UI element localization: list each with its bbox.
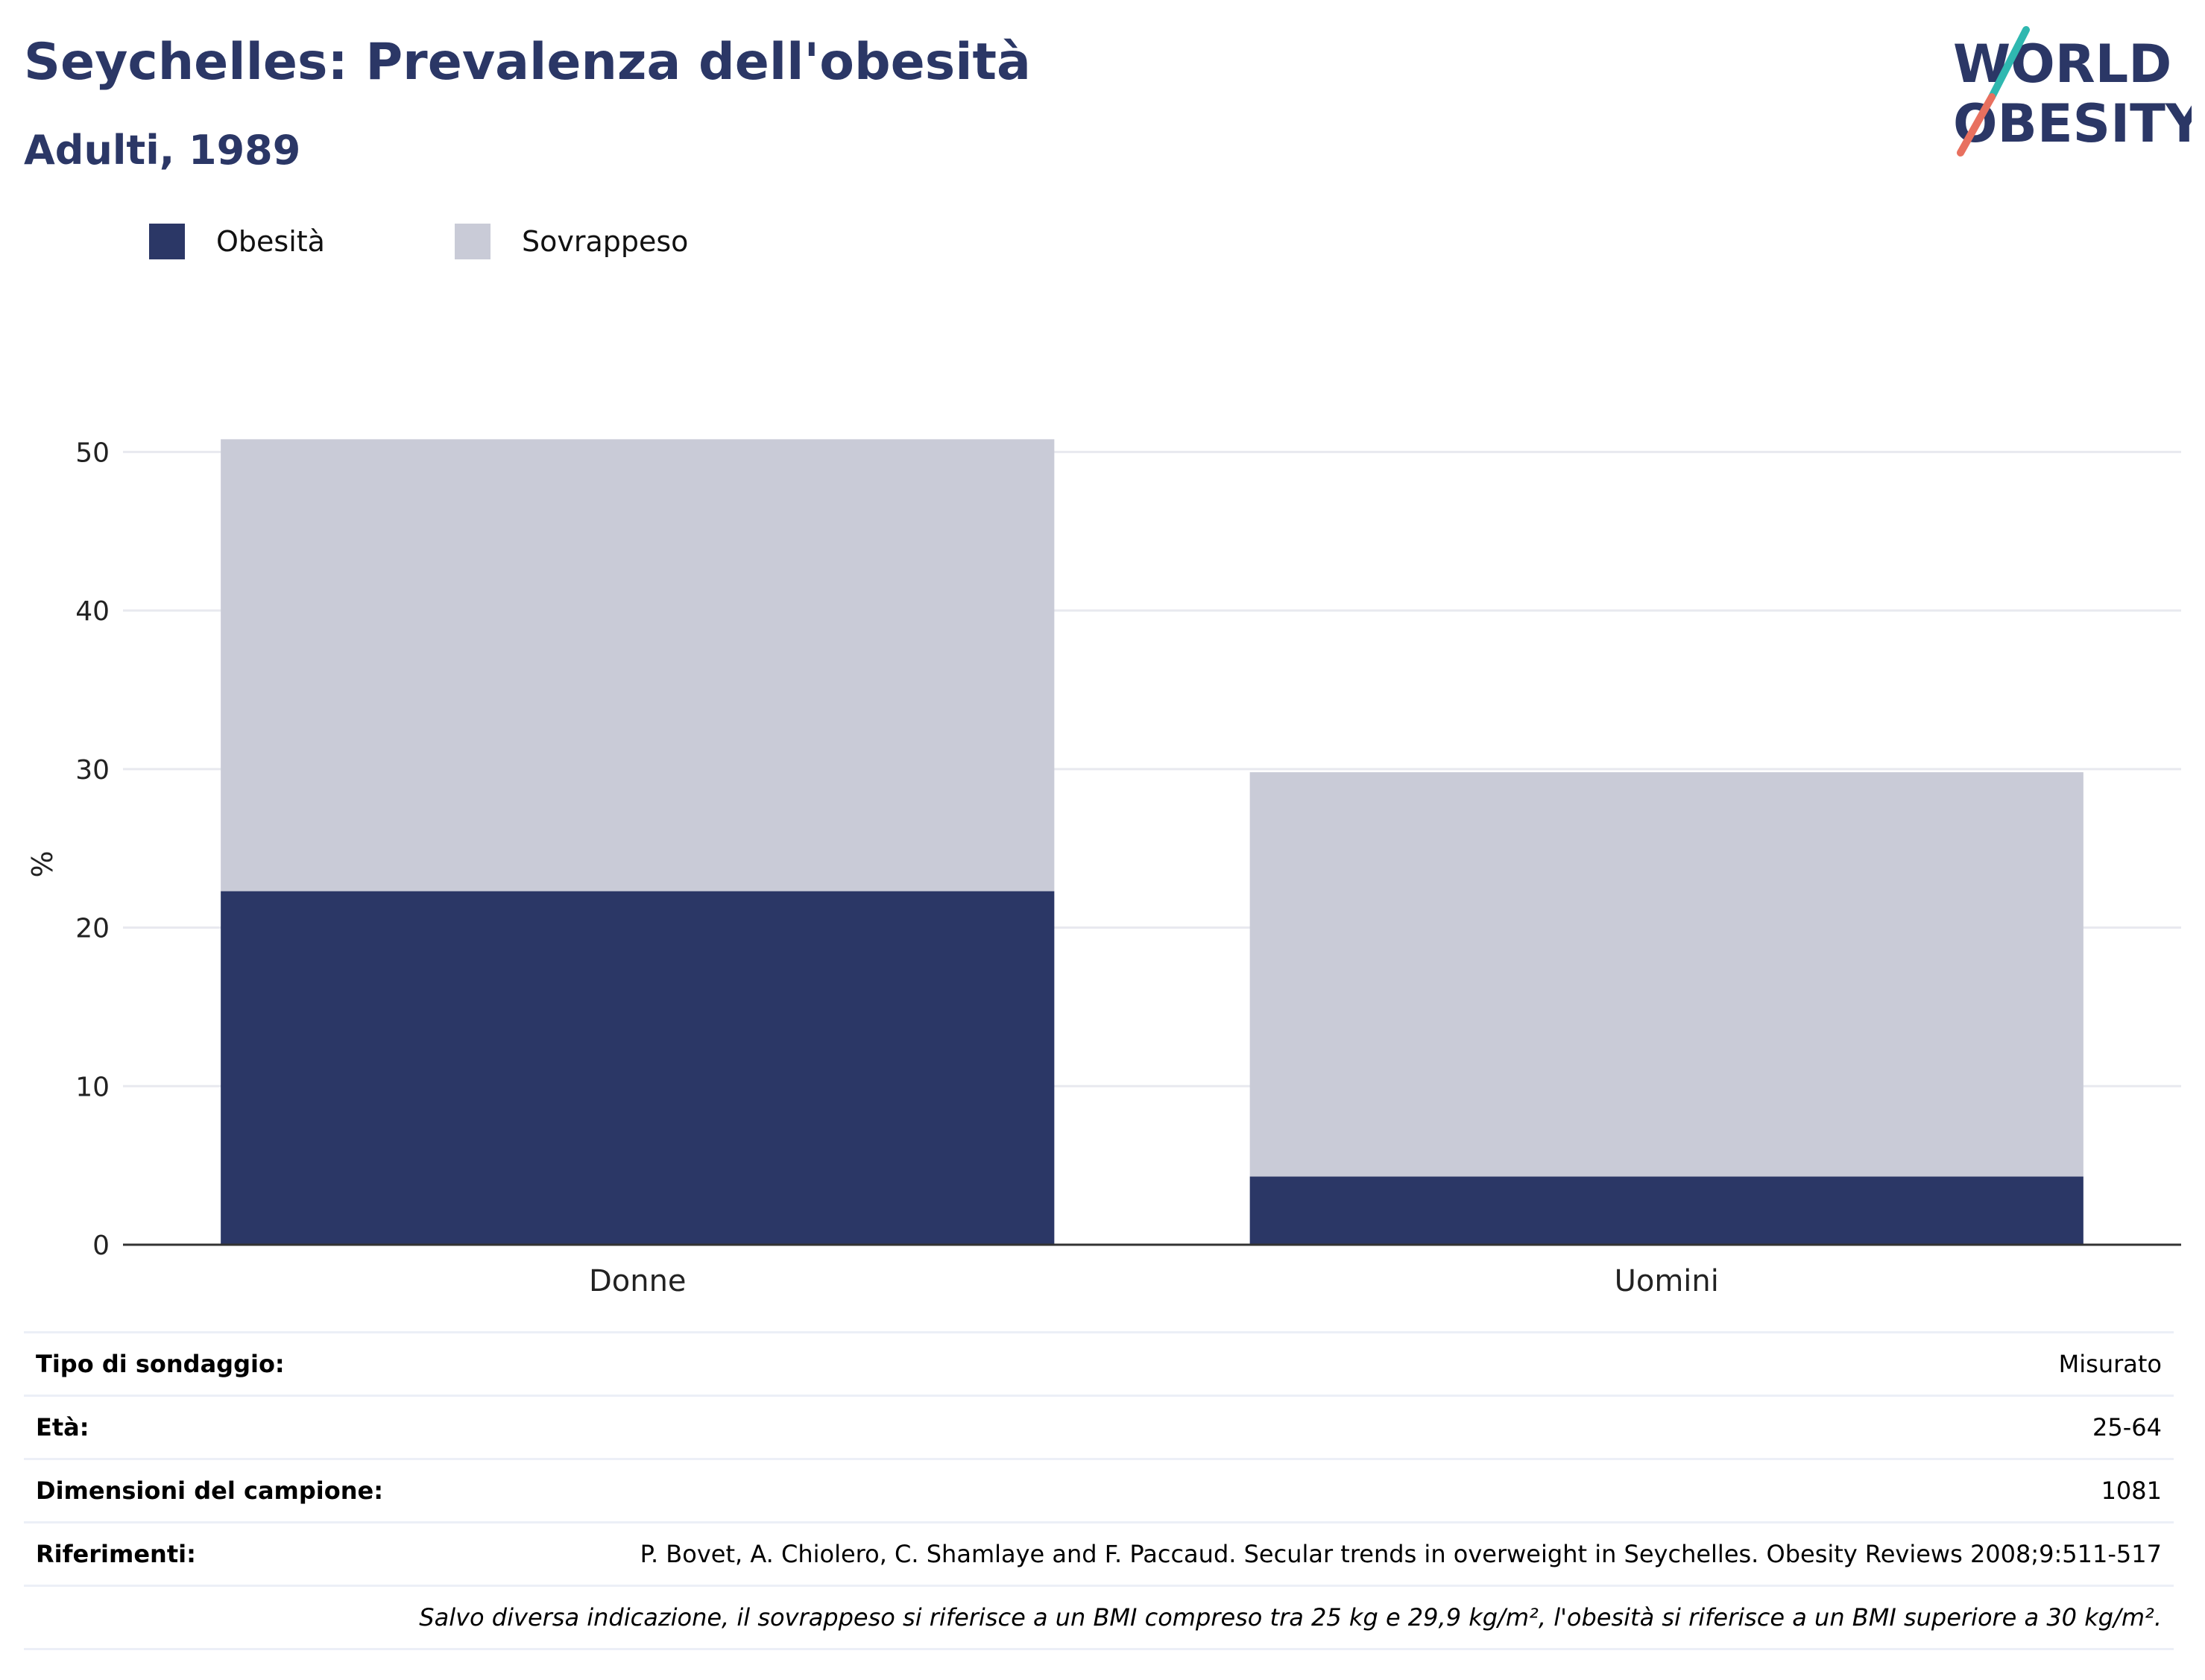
info-label: Età: [36, 1413, 89, 1441]
info-value: Misurato [2058, 1350, 2162, 1378]
world-obesity-logo: WORLD OBESITY [1953, 26, 2192, 157]
info-row-references: Riferimenti: P. Bovet, A. Chiolero, C. S… [24, 1521, 2174, 1585]
info-row-survey-type: Tipo di sondaggio: Misurato [24, 1331, 2174, 1395]
page-subtitle: Adulti, 1989 [24, 127, 301, 174]
info-label: Dimensioni del campione: [36, 1477, 384, 1505]
y-tick-label: 20 [75, 914, 110, 944]
y-tick-label: 40 [75, 596, 110, 627]
bar-chart: 0 10 20 30 40 50% Donne Uomini [26, 438, 2181, 1297]
info-value: 1081 [2101, 1477, 2162, 1505]
y-tick-label: 50 [75, 438, 110, 468]
svg-text:OBESITY: OBESITY [1953, 93, 2192, 154]
bar-donne-obesita [221, 891, 1055, 1245]
x-tick-label: Donne [589, 1264, 687, 1297]
x-tick-label: Uomini [1615, 1264, 1719, 1297]
info-label: Riferimenti: [36, 1540, 196, 1568]
chart-legend: Obesità Sovrappeso [149, 222, 688, 261]
y-tick-label: 0 [92, 1231, 110, 1261]
legend-item-sovrappeso[interactable]: Sovrappeso [455, 222, 688, 261]
info-label: Tipo di sondaggio: [36, 1350, 285, 1378]
info-value: 25-64 [2092, 1413, 2162, 1441]
legend-swatch-sovrappeso [455, 224, 490, 259]
legend-label-obesita: Obesità [216, 225, 325, 258]
info-row-sample-size: Dimensioni del campione: 1081 [24, 1458, 2174, 1521]
legend-label-sovrappeso: Sovrappeso [522, 225, 689, 258]
svg-text:WORLD: WORLD [1953, 34, 2171, 95]
info-row-note: Salvo diversa indicazione, il sovrappeso… [24, 1585, 2174, 1650]
page-title: Seychelles: Prevalenza dell'obesità [24, 33, 1031, 92]
definition-note: Salvo diversa indicazione, il sovrappeso… [419, 1603, 2162, 1632]
y-tick-label: 10 [75, 1072, 110, 1102]
legend-item-obesita[interactable]: Obesità [149, 224, 325, 259]
legend-swatch-obesita [149, 224, 185, 259]
info-row-age: Età: 25-64 [24, 1395, 2174, 1458]
bar-uomini-obesita [1249, 1176, 2083, 1245]
info-value: P. Bovet, A. Chiolero, C. Shamlaye and F… [640, 1540, 2162, 1568]
bar-donne-sovrappeso [221, 439, 1055, 891]
y-tick-label: 30 [75, 755, 110, 786]
survey-info-table: Tipo di sondaggio: Misurato Età: 25-64 D… [24, 1331, 2174, 1650]
y-axis-label: % [26, 850, 59, 877]
bar-uomini-sovrappeso [1249, 772, 2083, 1177]
